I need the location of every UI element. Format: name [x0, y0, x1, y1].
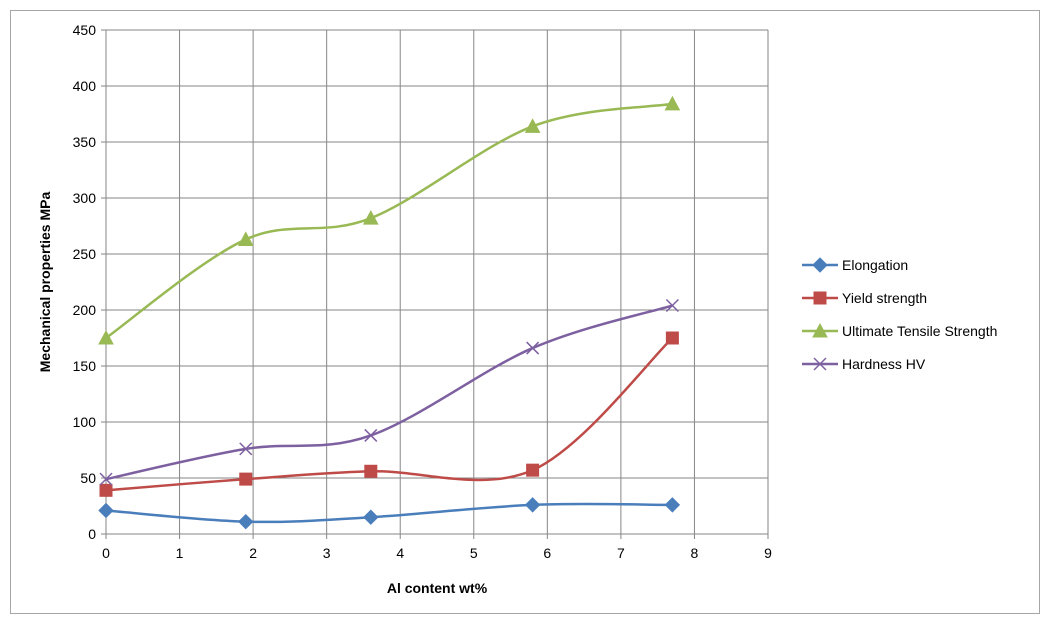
legend-symbol-yield-strength	[813, 291, 827, 305]
legend-marker-ultimate-tensile-strength	[812, 322, 828, 338]
data-point-elongation	[363, 509, 379, 525]
data-point-yield-strength	[526, 463, 540, 477]
y-tick-label: 0	[88, 526, 96, 542]
y-tick-label: 100	[73, 414, 97, 430]
legend-symbol-hardness-hv-stroke-b	[813, 357, 827, 371]
legend-symbol-elongation	[812, 257, 828, 273]
data-point-hardness-hv-stroke-b	[239, 442, 253, 456]
y-tick-label: 350	[73, 134, 97, 150]
chart-area	[10, 10, 1040, 614]
series-ultimate-tensile-strength	[98, 95, 681, 345]
x-tick-label: 2	[249, 545, 257, 561]
x-tick-label: 4	[396, 545, 404, 561]
data-point-hardness-hv	[526, 341, 540, 355]
x-tick-label: 1	[176, 545, 184, 561]
y-tick-label: 50	[80, 470, 96, 486]
legend-marker-yield-strength	[813, 291, 827, 305]
legend-item-yield-strength: Yield strength	[802, 290, 927, 306]
series-elongation	[98, 497, 681, 530]
series-line-hardness-hv	[105, 304, 673, 481]
legend-item-ultimate-tensile-strength: Ultimate Tensile Strength	[802, 322, 997, 339]
legend: Elongation Yield strength Ultimate Tensi…	[802, 257, 997, 372]
legend-marker-elongation	[812, 257, 828, 273]
data-point-yield-strength	[364, 464, 378, 478]
x-tick-label: 5	[470, 545, 478, 561]
legend-item-elongation: Elongation	[802, 257, 908, 273]
legend-label-elongation: Elongation	[842, 257, 908, 273]
data-point-elongation	[524, 497, 541, 513]
series-line-ultimate-tensile-strength	[105, 102, 673, 340]
data-point-ultimate-tensile-strength	[237, 231, 254, 246]
legend-symbol-hardness-hv	[813, 357, 827, 371]
y-tick-label: 150	[73, 358, 97, 374]
legend-label-hardness-hv: Hardness HV	[842, 356, 926, 372]
data-point-ultimate-tensile-strength	[362, 210, 379, 225]
legend-label-yield-strength: Yield strength	[842, 290, 927, 306]
plot-series	[98, 95, 681, 530]
data-point-hardness-hv	[239, 442, 253, 456]
y-tick-label: 200	[73, 302, 97, 318]
x-tick-label: 7	[617, 545, 625, 561]
x-tick-label: 0	[102, 545, 110, 561]
data-point-ultimate-tensile-strength	[664, 95, 681, 111]
series-line-elongation	[105, 502, 673, 524]
x-tick-label: 6	[543, 545, 551, 561]
legend-label-ultimate-tensile-strength: Ultimate Tensile Strength	[842, 323, 997, 339]
series-hardness-hv	[99, 298, 679, 486]
data-point-elongation	[98, 502, 114, 519]
legend-item-hardness-hv: Hardness HV	[802, 356, 926, 372]
data-point-ultimate-tensile-strength	[524, 118, 541, 133]
y-tick-label: 400	[73, 78, 97, 94]
x-tick-label: 8	[691, 545, 699, 561]
data-point-yield-strength	[239, 472, 253, 486]
data-point-hardness-hv	[99, 472, 113, 486]
series-yield-strength	[99, 331, 679, 497]
legend-marker-hardness-hv	[813, 357, 827, 371]
y-tick-label: 300	[73, 190, 97, 206]
axes	[101, 29, 769, 539]
data-point-hardness-hv-stroke-b	[665, 298, 679, 313]
data-point-elongation	[238, 513, 254, 530]
data-point-hardness-hv-stroke-b	[364, 428, 378, 442]
data-point-ultimate-tensile-strength	[98, 329, 114, 345]
data-point-yield-strength	[99, 483, 113, 497]
y-axis-title: Mechanical properties MPa	[37, 192, 53, 373]
data-point-elongation	[664, 497, 681, 513]
data-point-hardness-hv-stroke-b	[99, 472, 113, 486]
tick-labels: 0 50 100 150 200 250 300 350 400 450 0 1 2 3 4 5 6 7 8 9	[73, 22, 772, 561]
data-point-hardness-hv	[665, 298, 679, 313]
y-tick-label: 250	[73, 246, 97, 262]
y-tick-label: 450	[73, 22, 97, 38]
x-axis-title: Al content wt%	[387, 580, 488, 596]
data-point-yield-strength	[665, 331, 679, 345]
data-point-hardness-hv	[364, 428, 378, 442]
legend-symbol-ultimate-tensile-strength	[812, 322, 828, 338]
data-point-hardness-hv-stroke-b	[526, 341, 540, 355]
x-tick-label: 9	[764, 545, 772, 561]
x-tick-label: 3	[323, 545, 331, 561]
series-line-yield-strength	[105, 337, 674, 492]
